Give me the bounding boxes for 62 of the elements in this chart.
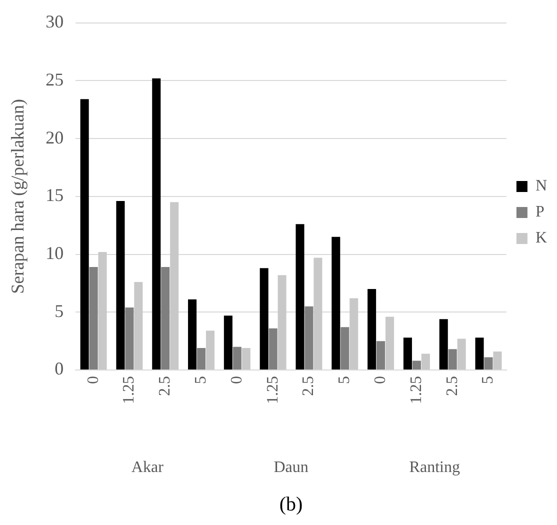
bar bbox=[350, 298, 358, 370]
bar bbox=[475, 338, 484, 370]
bar bbox=[484, 357, 493, 370]
x-tick-label: 2.5 bbox=[444, 376, 461, 396]
x-tick-label: 1.25 bbox=[264, 376, 282, 404]
x-tick-label: 0 bbox=[372, 376, 389, 384]
bar bbox=[98, 252, 107, 370]
text: Daun bbox=[274, 459, 308, 476]
bar bbox=[493, 351, 502, 370]
bar bbox=[224, 316, 232, 370]
bar bbox=[296, 224, 304, 370]
x-tick-label: 0 bbox=[84, 376, 102, 384]
bar bbox=[304, 306, 314, 370]
bar bbox=[125, 308, 134, 370]
bar bbox=[242, 348, 250, 370]
legend-label: P bbox=[535, 204, 544, 221]
bar bbox=[278, 275, 286, 370]
x-tick-label: 5 bbox=[192, 376, 210, 384]
bar bbox=[260, 268, 268, 370]
bar bbox=[89, 267, 98, 370]
bar bbox=[332, 236, 340, 370]
bar bbox=[116, 201, 125, 370]
bar bbox=[314, 258, 322, 370]
bar bbox=[152, 78, 161, 370]
x-tick-label: 2.5 bbox=[300, 376, 318, 396]
bar bbox=[197, 348, 206, 370]
bar bbox=[232, 346, 242, 370]
y-tick-label: 15 bbox=[46, 185, 64, 206]
bar bbox=[448, 349, 457, 370]
x-tick-label: 2.5 bbox=[156, 376, 174, 396]
text: Akar bbox=[131, 459, 164, 476]
legend-label: K bbox=[535, 230, 548, 247]
x-tick-label: 1.25 bbox=[408, 376, 425, 404]
legend-label: N bbox=[535, 178, 548, 195]
y-tick-label: 25 bbox=[46, 69, 64, 90]
bar bbox=[439, 319, 448, 370]
x-tick-label: 0 bbox=[228, 376, 246, 384]
bar bbox=[170, 202, 179, 370]
y-tick-label: 10 bbox=[46, 243, 64, 263]
x-tick-label: 5 bbox=[336, 376, 354, 384]
y-axis-title: Serapan hara (g/perlakuan) bbox=[8, 98, 28, 294]
bar bbox=[161, 267, 170, 370]
y-tick-label: 20 bbox=[46, 127, 64, 148]
bar bbox=[206, 330, 215, 370]
text: Ranting bbox=[409, 459, 460, 476]
bar bbox=[268, 328, 278, 370]
x-tick-label: 1.25 bbox=[120, 376, 138, 404]
y-tick-label: 30 bbox=[46, 12, 64, 32]
bar bbox=[80, 99, 89, 370]
text: (b) bbox=[279, 493, 303, 516]
bar bbox=[134, 282, 143, 370]
bar bbox=[457, 338, 466, 370]
bar bbox=[412, 360, 421, 370]
bar bbox=[376, 341, 386, 370]
bar bbox=[385, 316, 394, 370]
bar bbox=[403, 338, 412, 370]
x-tick-label: 5 bbox=[480, 376, 497, 384]
bar bbox=[340, 327, 350, 370]
bar bbox=[421, 354, 430, 370]
y-tick-label: 5 bbox=[54, 300, 64, 321]
bar bbox=[188, 299, 197, 370]
bar bbox=[368, 288, 376, 370]
